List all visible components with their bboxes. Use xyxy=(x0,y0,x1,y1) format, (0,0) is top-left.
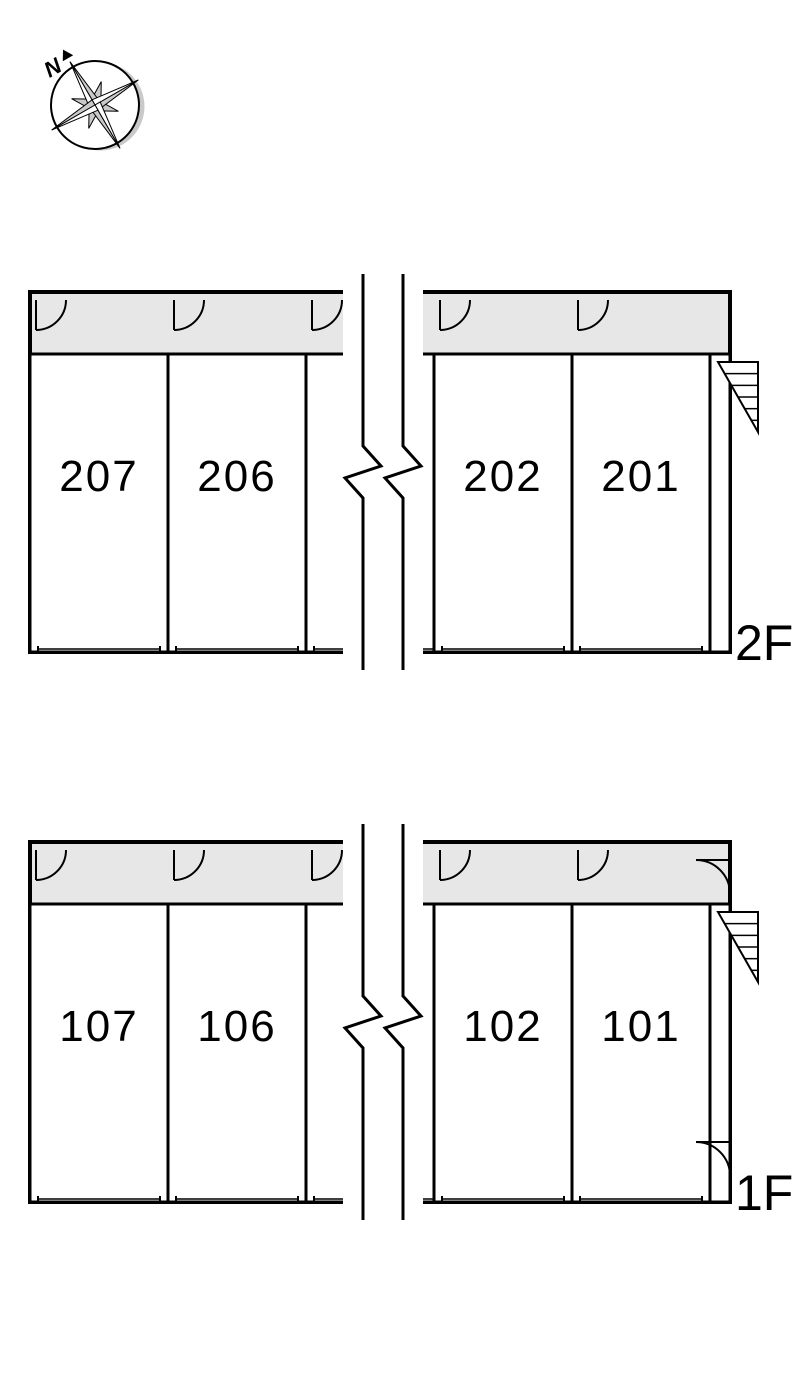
unit-label-207: 207 xyxy=(59,452,138,501)
unit-label-107: 107 xyxy=(59,1002,138,1051)
unit-label-106: 106 xyxy=(197,1002,276,1051)
unit-107 xyxy=(30,904,168,1202)
floor-1F: 107 106 102 101 1F xyxy=(30,822,793,1222)
unit-207 xyxy=(30,354,168,652)
unit-206 xyxy=(168,354,306,652)
unit-202 xyxy=(434,354,572,652)
unit-label-202: 202 xyxy=(463,452,542,501)
unit-label-102: 102 xyxy=(463,1002,542,1051)
unit-label-206: 206 xyxy=(197,452,276,501)
compass-rose: N xyxy=(19,23,164,173)
unit-label-101: 101 xyxy=(601,1002,680,1051)
unit-106 xyxy=(168,904,306,1202)
unit-102 xyxy=(434,904,572,1202)
unit-label-201: 201 xyxy=(601,452,680,501)
floor-label-1F: 1F xyxy=(735,1165,793,1221)
floor-2F: 207 206 202 201 2F xyxy=(30,272,793,672)
floor-label-2F: 2F xyxy=(735,615,793,671)
unit-201 xyxy=(572,354,710,652)
unit-101 xyxy=(572,904,710,1202)
